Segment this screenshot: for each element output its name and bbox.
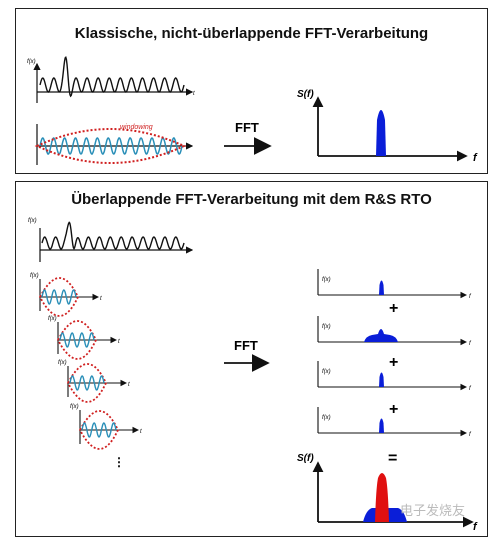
top-windowed-wave [39, 137, 183, 155]
top-spectrum-plot: S(f) f [297, 89, 478, 164]
windowed-segment-4: f(x) t [70, 404, 142, 450]
result-peak-red [375, 473, 389, 522]
top-spectrum-peak [376, 110, 386, 156]
panel-classic-title: Klassische, nicht-überlappende FFT-Verar… [74, 25, 429, 42]
plus-sign-1: + [389, 300, 398, 317]
segment-time-label: t [128, 382, 130, 388]
spectrum-1: f(x) f [317, 269, 472, 300]
segment-time-label: t [140, 429, 142, 435]
segment-window-envelope [78, 410, 119, 450]
spectrum-peak [379, 372, 384, 387]
top-signal-time-label: t [193, 91, 195, 97]
top-spectrum-axis-label: S(f) [297, 89, 314, 100]
bottom-spectra-stack: f(x) f f(x) f f(x) f f(x) f [317, 269, 472, 438]
top-window-envelope [34, 128, 187, 164]
spectrum-3: f(x) f [317, 361, 472, 392]
segment-axis-label: f(x) [58, 360, 67, 366]
spectrum-axis-label: f(x) [322, 277, 331, 283]
segment-axis-label: f(x) [30, 273, 39, 279]
panel-overlapping: Überlappende FFT-Verarbeitung mit dem R&… [15, 181, 488, 537]
segment-wave [69, 375, 105, 391]
result-spectrum-freq-label: f [473, 521, 478, 533]
bottom-fft-label: FFT [234, 338, 258, 353]
panel-overlapping-title: Überlappende FFT-Verarbeitung mit dem R&… [71, 191, 432, 208]
bottom-windowed-segments: f(x) t f(x) t f(x) t f(x) t [30, 273, 142, 450]
result-spectrum-plot: S(f) f [297, 453, 478, 533]
segment-window-envelope [66, 363, 107, 403]
spectrum-freq-label: f [469, 341, 472, 347]
top-spectrum-freq-label: f [473, 152, 478, 164]
segment-axis-label: f(x) [70, 404, 79, 410]
spectrum-4: f(x) f [317, 407, 472, 438]
windowing-label: windowing [120, 124, 153, 131]
spectrum-peak [379, 280, 384, 295]
spectrum-peak [364, 329, 398, 342]
spectrum-peak [379, 418, 384, 433]
spectrum-axis-label: f(x) [322, 415, 331, 421]
segment-wave [59, 332, 95, 348]
spectrum-freq-label: f [469, 386, 472, 392]
top-fft-label: FFT [235, 120, 259, 135]
windowed-segment-3: f(x) t [58, 360, 130, 403]
bottom-signal-axis-label: f(x) [28, 218, 37, 224]
spectrum-axis-label: f(x) [322, 369, 331, 375]
plus-sign-3: + [389, 401, 398, 418]
bottom-fft-arrow: FFT [224, 338, 270, 372]
top-windowed-plot: windowing [34, 124, 194, 165]
top-signal-axis-label: f(x) [27, 59, 36, 65]
bottom-signal-plot: f(x) [28, 218, 194, 262]
top-signal-wave [39, 55, 185, 98]
segment-window-envelope [38, 277, 79, 317]
watermark-text: 电子发烧友 [400, 503, 465, 518]
top-signal-plot: f(x) t [27, 55, 195, 103]
segment-window-envelope [56, 320, 97, 360]
windowed-segment-1: f(x) t [30, 273, 102, 317]
spectrum-2: f(x) f [317, 316, 472, 347]
bottom-signal-wave [41, 221, 185, 250]
segment-time-label: t [118, 339, 120, 345]
spectrum-freq-label: f [469, 432, 472, 438]
spectrum-axis-label: f(x) [322, 324, 331, 330]
segment-axis-label: f(x) [48, 316, 57, 322]
windowed-segment-2: f(x) t [48, 316, 120, 360]
segments-continuation: ⋮ [113, 455, 125, 469]
spectrum-freq-label: f [469, 294, 472, 300]
segment-time-label: t [100, 296, 102, 302]
result-spectrum-axis-label: S(f) [297, 453, 314, 464]
segment-wave [41, 289, 77, 305]
equals-sign: = [388, 450, 397, 467]
top-fft-arrow: FFT [224, 120, 272, 155]
plus-sign-2: + [389, 354, 398, 371]
segment-wave [81, 422, 117, 438]
